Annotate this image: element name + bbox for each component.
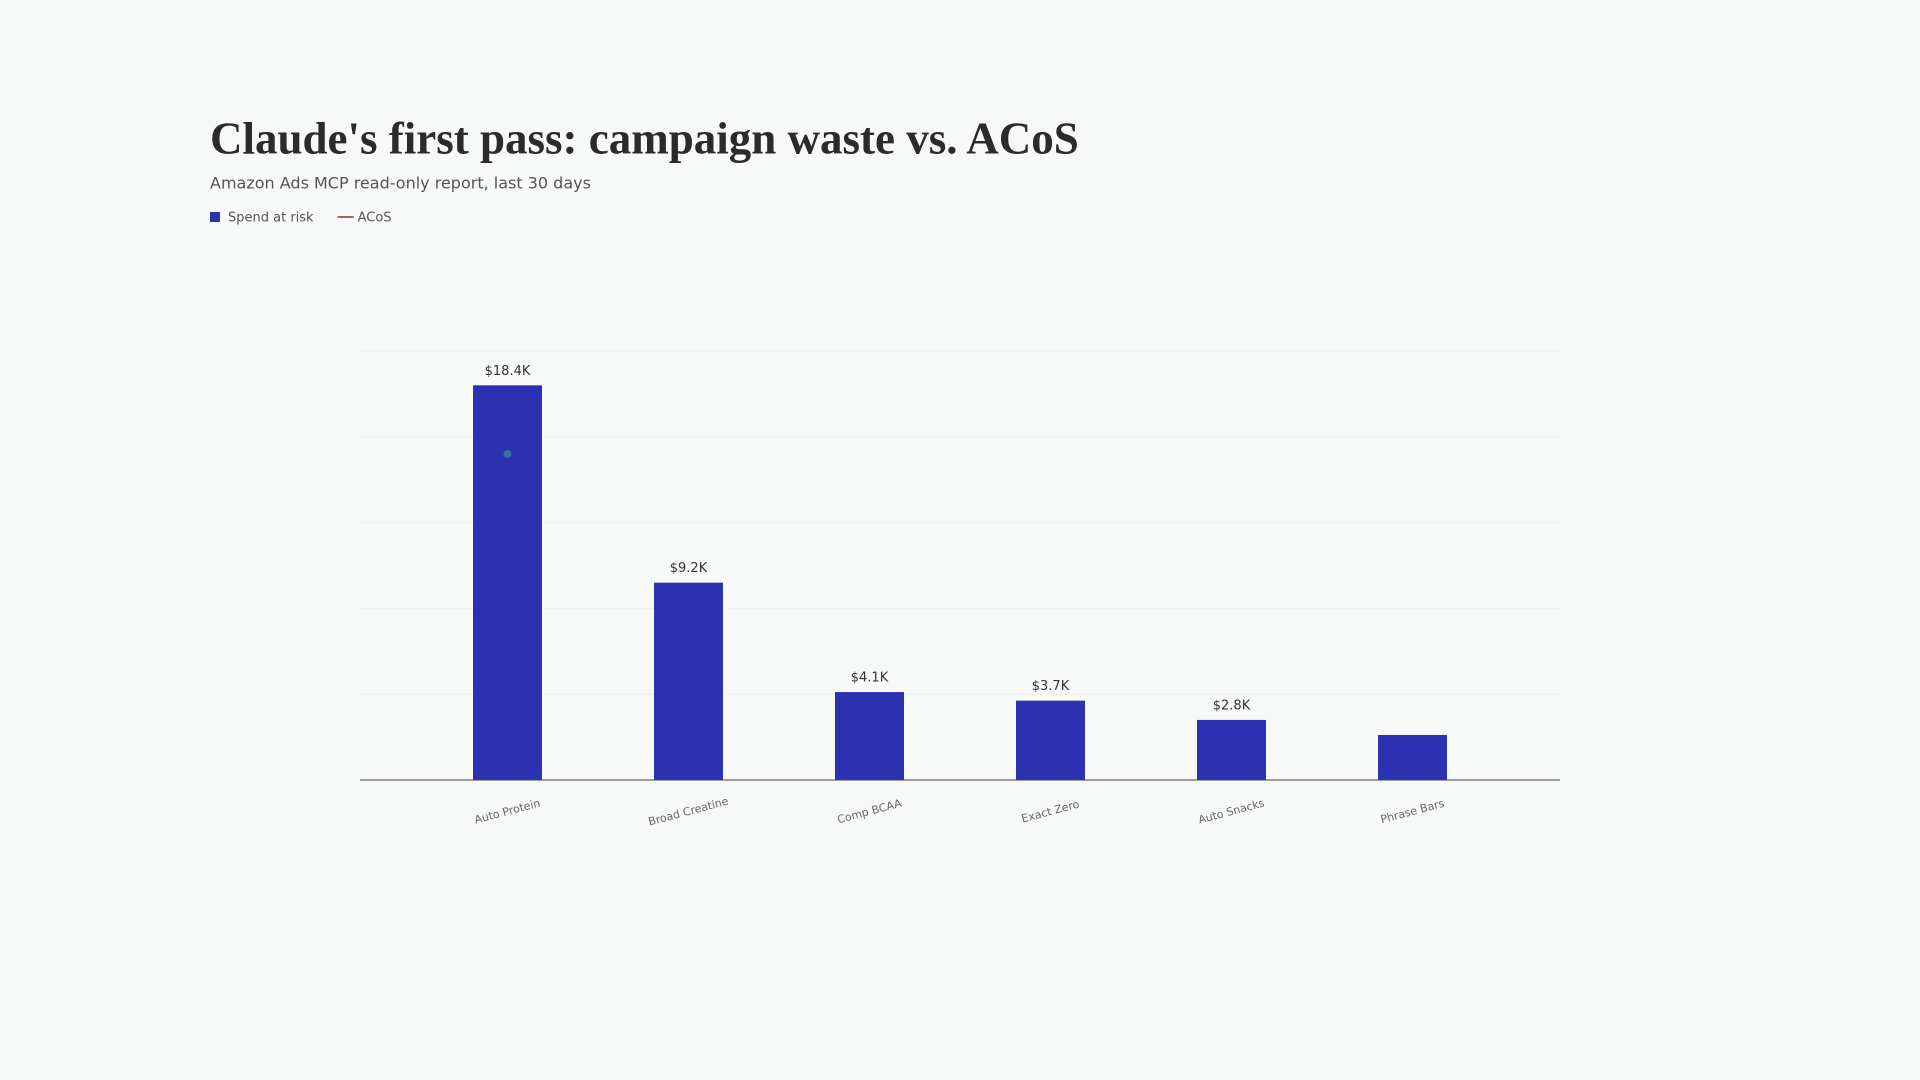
- legend-label: ACoS: [358, 211, 392, 226]
- bar: [1016, 700, 1085, 780]
- bar: [835, 692, 904, 780]
- value-label: $4.1K: [851, 671, 889, 686]
- value-label: $2.8K: [1213, 698, 1251, 713]
- legend-swatch: [210, 212, 220, 222]
- value-label: $18.4K: [485, 364, 531, 379]
- bar: [1197, 719, 1266, 780]
- value-label: $3.7K: [1032, 679, 1070, 694]
- bar: [654, 582, 723, 780]
- line-point: [503, 449, 512, 458]
- legend-label: Spend at risk: [228, 211, 314, 226]
- value-label: $9.2K: [670, 561, 708, 576]
- chart-title: Claude's first pass: campaign waste vs. …: [210, 113, 1079, 163]
- bar: [473, 385, 542, 780]
- chart-subtitle: Amazon Ads MCP read-only report, last 30…: [210, 174, 591, 193]
- bar: [1378, 734, 1447, 780]
